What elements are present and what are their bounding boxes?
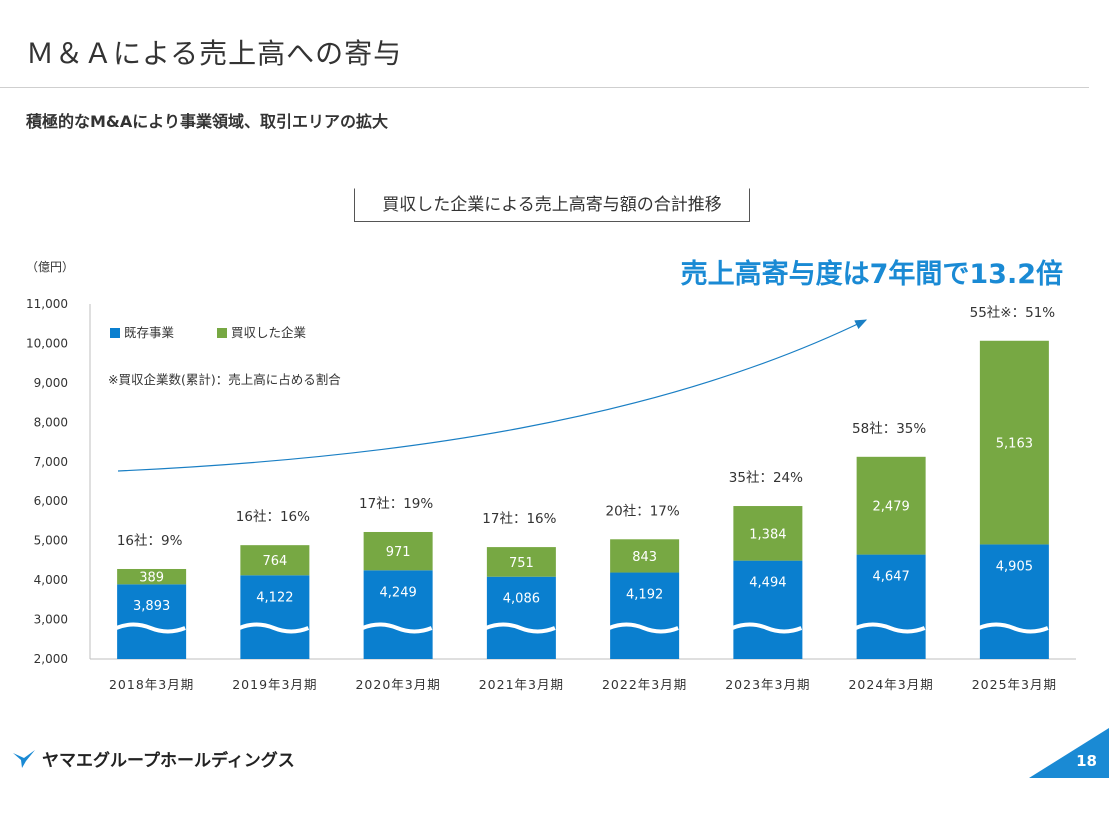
y-tick-label: 9,000 [34,376,68,390]
page-number: 18 [1076,752,1097,770]
y-tick-label: 3,000 [34,613,68,627]
chart-heading: 買収した企業による売上高寄与額の合計推移 [382,195,722,215]
page-title: Ｍ＆Ａによる売上高への寄与 [26,37,403,70]
bar-acquired [610,539,680,573]
bar-acquired [733,506,803,561]
y-tick-label: 4,000 [34,573,68,587]
growth-trend-arrow [117,319,868,472]
bar-annotation: 20社：17% [606,503,680,519]
bar-value-existing: 4,494 [749,576,786,591]
title-divider [0,87,1089,88]
bar-acquired [856,456,926,555]
bar-existing [240,575,310,659]
bar-acquired [979,340,1049,545]
bar-existing [486,576,556,659]
bar-labels: 3,893 389 16社：9% 2018年3月期 4,122 764 16社：16% 201… [109,305,1057,692]
bar-value-existing: 4,192 [626,588,663,603]
axis-break-wave [238,622,310,634]
page-subtitle: 積極的なM&Aにより事業領域、取引エリアの拡大 [26,112,388,131]
company-logo: ヤマエグループホールディングス [12,746,295,771]
axis-break-wave [854,622,926,634]
x-tick-label: 2025年3月期 [972,677,1057,692]
bar-value-existing: 4,249 [380,585,417,600]
bars [115,340,1049,659]
page-number-badge [1029,728,1109,778]
bird-logo-icon [13,749,35,768]
bar-existing [363,570,433,659]
bar-value-existing: 3,893 [133,599,170,614]
x-tick-label: 2019年3月期 [232,677,317,692]
headline-callout: 売上高寄与度は7年間で13.2倍 [680,259,1063,290]
bar-existing [610,572,680,659]
bar-value-existing: 4,647 [873,570,910,585]
bar-existing [117,584,187,659]
bar-value-acquired: 971 [386,545,411,560]
legend: 既存事業 買収した企業 ※買収企業数(累計)：売上高に占める割合 [108,325,341,387]
bar-value-existing: 4,122 [256,590,293,605]
bar-annotation: 55社※：51% [970,305,1056,321]
x-tick-label: 2020年3月期 [355,677,440,692]
x-tick-label: 2023年3月期 [725,677,810,692]
axis-break-wave [608,622,679,634]
x-tick-label: 2024年3月期 [848,677,933,692]
y-tick-label: 10,000 [26,336,68,350]
bar-value-acquired: 843 [632,550,657,565]
bar-acquired [117,568,187,585]
bar-existing [733,560,803,659]
bar-annotation: 16社：16% [236,509,310,525]
x-tick-label: 2021年3月期 [479,677,564,692]
y-tick-label: 7,000 [34,455,68,469]
bar-value-acquired: 751 [509,556,534,571]
bar-annotation: 17社：19% [359,496,433,512]
bar-existing [856,554,926,659]
legend-label-acquired: 買収した企業 [231,325,307,340]
bar-existing [979,544,1049,659]
bar-value-existing: 4,905 [996,559,1033,574]
legend-swatch-acquired [217,328,227,338]
bar-annotation: 58社：35% [852,421,926,437]
legend-swatch-existing [110,328,120,338]
bar-acquired [240,545,310,576]
bar-value-acquired: 2,479 [873,500,910,515]
bar-value-acquired: 764 [262,554,287,569]
y-tick-label: 5,000 [34,534,68,548]
legend-note: ※買収企業数(累計)：売上高に占める割合 [108,372,341,387]
bar-annotation: 35社：24% [729,470,803,486]
axis-break-wave [361,622,433,634]
y-tick-label: 2,000 [34,652,68,666]
y-tick-label: 6,000 [34,494,68,508]
bar-value-existing: 4,086 [503,592,540,607]
unit-label: （億円） [26,260,75,274]
bar-annotation: 16社：9% [117,533,183,549]
axis-break-wave [115,622,186,634]
bar-annotation: 17社：16% [482,511,556,527]
axis-break-wave [978,622,1049,634]
bar-acquired [363,531,433,571]
chart-heading-frame [354,188,750,222]
axis-break-wave [731,622,803,634]
x-tick-label: 2022年3月期 [602,677,687,692]
bar-value-acquired: 5,163 [996,437,1033,452]
y-tick-label: 8,000 [34,415,68,429]
x-tick-label: 2018年3月期 [109,677,194,692]
bar-acquired [486,547,556,577]
bar-value-acquired: 389 [139,571,164,586]
bar-value-acquired: 1,384 [749,527,786,542]
company-name: ヤマエグループホールディングス [42,751,295,771]
axis-break-wave [485,622,556,634]
legend-label-existing: 既存事業 [124,325,175,340]
y-tick-label: 11,000 [26,297,68,311]
